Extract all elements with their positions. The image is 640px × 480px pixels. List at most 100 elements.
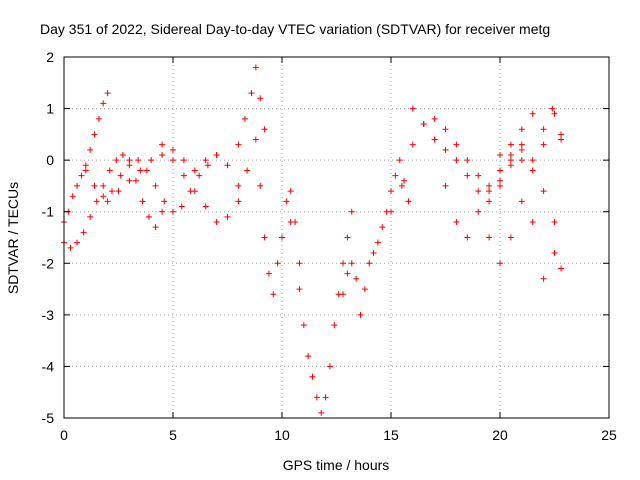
data-point xyxy=(322,394,329,401)
series-arc-h xyxy=(340,157,412,318)
series-arc-m xyxy=(497,105,565,158)
data-point xyxy=(224,213,231,220)
data-point xyxy=(392,172,399,179)
data-point xyxy=(93,198,100,205)
data-point xyxy=(261,126,268,133)
data-point xyxy=(529,157,536,164)
y-tick-label: 1 xyxy=(46,101,54,117)
data-point xyxy=(252,136,259,143)
data-point xyxy=(159,151,166,158)
data-point xyxy=(551,219,558,226)
data-point xyxy=(170,208,176,215)
data-point xyxy=(117,172,124,179)
data-point xyxy=(113,157,120,164)
data-point xyxy=(396,157,403,164)
series-arc-g xyxy=(287,208,355,416)
data-point xyxy=(279,234,285,241)
data-point xyxy=(361,286,368,293)
data-point xyxy=(104,198,111,205)
data-point xyxy=(370,249,377,256)
data-point xyxy=(270,291,277,298)
data-point xyxy=(139,198,146,205)
data-point xyxy=(340,291,347,298)
y-tick-label: -1 xyxy=(42,204,55,220)
y-tick-label: -3 xyxy=(42,307,55,323)
data-point xyxy=(287,219,294,226)
chart-title: Day 351 of 2022, Sidereal Day-to-day VTE… xyxy=(40,21,550,37)
data-point xyxy=(551,249,558,256)
x-tick-label: 0 xyxy=(60,427,68,443)
data-point xyxy=(67,244,74,251)
data-point xyxy=(152,224,159,231)
data-point xyxy=(357,311,364,318)
data-point xyxy=(126,162,133,169)
data-point xyxy=(143,167,150,174)
series-arc-c xyxy=(82,151,220,215)
data-point xyxy=(126,177,133,184)
data-point xyxy=(296,260,303,267)
data-point xyxy=(148,157,155,164)
data-point xyxy=(137,167,144,174)
data-point xyxy=(180,157,187,164)
data-point xyxy=(152,182,159,189)
series-arc-i xyxy=(388,115,525,215)
data-point xyxy=(431,115,438,122)
data-point xyxy=(518,157,525,164)
data-point xyxy=(551,110,558,117)
data-point xyxy=(507,162,514,169)
data-point xyxy=(558,136,565,143)
x-axis-label: GPS time / hours xyxy=(283,457,390,473)
data-point xyxy=(100,193,107,200)
data-point xyxy=(104,90,111,97)
data-point xyxy=(442,146,449,153)
data-point xyxy=(252,64,259,71)
data-point xyxy=(224,162,231,169)
data-point xyxy=(244,167,251,174)
data-point xyxy=(507,141,514,148)
data-point xyxy=(191,167,198,174)
y-axis-label: SDTVAR / TECUs xyxy=(5,182,21,294)
data-point xyxy=(409,141,416,148)
axis-ticks: 0 5 10 15 20 25 -5 -4 -3 -2 -1 0 1 2 xyxy=(42,49,617,443)
data-point xyxy=(178,203,185,210)
data-point xyxy=(78,172,85,179)
data-point xyxy=(486,198,493,205)
data-point xyxy=(518,141,525,148)
data-point xyxy=(161,198,168,205)
series-arc-f xyxy=(235,136,303,298)
data-point xyxy=(213,151,220,158)
data-point xyxy=(287,188,294,195)
x-tick-label: 15 xyxy=(383,427,399,443)
data-point xyxy=(486,188,493,195)
series-arc-d xyxy=(104,151,242,226)
data-point xyxy=(74,239,81,246)
data-point xyxy=(74,182,81,189)
data-point xyxy=(497,177,503,184)
data-point xyxy=(309,373,316,380)
data-point xyxy=(464,157,471,164)
data-point xyxy=(241,115,248,122)
plot-frame xyxy=(63,56,610,419)
data-point xyxy=(300,322,307,329)
x-tick-label: 10 xyxy=(274,427,290,443)
data-point xyxy=(305,353,312,360)
data-point xyxy=(348,208,355,215)
data-point xyxy=(405,198,412,205)
data-point xyxy=(540,126,547,133)
series-arc-e xyxy=(159,64,268,174)
y-tick-label: -4 xyxy=(42,358,55,374)
data-point xyxy=(486,182,493,189)
data-point xyxy=(235,198,242,205)
data-point xyxy=(507,151,514,158)
data-point xyxy=(313,394,320,401)
y-tick-label: 2 xyxy=(46,49,54,65)
data-point xyxy=(119,151,126,158)
data-point xyxy=(558,265,565,272)
data-point xyxy=(235,182,242,189)
data-point xyxy=(366,260,373,267)
data-point xyxy=(170,146,176,153)
series-arc-l xyxy=(486,198,558,282)
data-point xyxy=(497,151,503,158)
data-point xyxy=(497,260,503,267)
data-point xyxy=(213,219,220,226)
